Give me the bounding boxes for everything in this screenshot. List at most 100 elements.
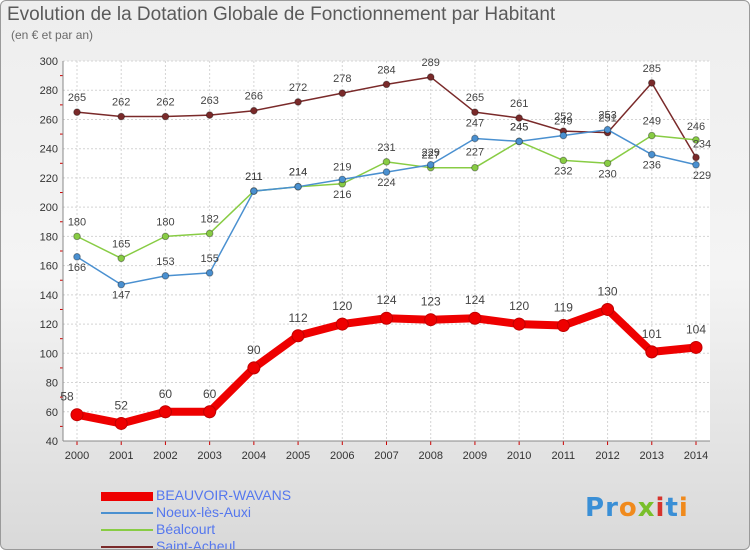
y-tick-label: 120 xyxy=(40,319,58,331)
data-label: 263 xyxy=(200,95,218,107)
data-label: 229 xyxy=(422,147,440,159)
data-label: 249 xyxy=(554,116,572,128)
data-label: 124 xyxy=(465,293,485,307)
data-point xyxy=(117,280,126,289)
logo-letter: P xyxy=(585,493,606,523)
logo-letter: t xyxy=(665,493,679,523)
logo-letter: i xyxy=(655,493,666,523)
data-label: 165 xyxy=(112,238,130,250)
data-point xyxy=(559,156,568,165)
data-label: 232 xyxy=(554,165,572,177)
data-label: 60 xyxy=(203,387,217,401)
y-tick-label: 80 xyxy=(46,378,58,390)
data-point xyxy=(689,340,703,354)
data-label: 123 xyxy=(421,295,441,309)
data-point xyxy=(471,163,479,172)
data-point xyxy=(158,405,172,419)
data-label: 214 xyxy=(289,167,307,179)
data-point xyxy=(382,158,391,166)
data-label: 211 xyxy=(245,171,263,183)
x-tick-label: 2003 xyxy=(197,450,221,462)
data-point xyxy=(335,317,349,331)
data-point xyxy=(692,136,700,144)
chart-title: Evolution de la Dotation Globale de Fonc… xyxy=(7,4,556,25)
legend-label: Noeux-lès-Auxi xyxy=(156,504,251,520)
data-point xyxy=(338,89,347,97)
data-label: 272 xyxy=(289,82,307,94)
x-tick-label: 2004 xyxy=(242,450,266,462)
data-label: 166 xyxy=(68,262,86,274)
x-tick-label: 2007 xyxy=(374,450,398,462)
legend-swatch xyxy=(101,491,153,501)
axes: 40 60 80 100 120 140 160 180 200 220 240 260 280 300 2… xyxy=(40,56,710,462)
data-point xyxy=(424,313,438,327)
data-label: 265 xyxy=(68,92,86,104)
data-label: 261 xyxy=(510,98,528,110)
data-label: 236 xyxy=(643,160,661,172)
data-point xyxy=(73,232,81,241)
data-label: 262 xyxy=(156,97,174,109)
data-label: 265 xyxy=(466,92,484,104)
legend-swatch xyxy=(101,512,153,514)
data-label: 180 xyxy=(68,216,86,228)
legend-label: Saint-Acheul xyxy=(156,538,236,550)
y-tick-label: 240 xyxy=(40,144,58,156)
legend-swatch xyxy=(101,529,153,531)
x-tick-label: 2006 xyxy=(330,450,354,462)
data-point xyxy=(426,73,435,81)
data-point xyxy=(471,108,479,116)
series xyxy=(70,73,703,430)
grid xyxy=(63,60,710,442)
data-label: 216 xyxy=(333,189,351,201)
data-label: 155 xyxy=(200,253,218,265)
data-label: 52 xyxy=(115,398,129,412)
data-label: 104 xyxy=(686,322,706,336)
x-tick-label: 2002 xyxy=(153,450,177,462)
data-label: 245 xyxy=(510,121,528,133)
logo-letter: x xyxy=(637,493,656,523)
data-point xyxy=(471,134,479,143)
data-point xyxy=(205,269,214,277)
data-label: 262 xyxy=(112,97,130,109)
data-point xyxy=(161,232,170,241)
y-tick-label: 160 xyxy=(40,261,58,273)
data-label: 266 xyxy=(245,91,263,103)
x-tick-label: 2005 xyxy=(286,450,310,462)
data-label: 101 xyxy=(642,327,662,341)
data-label: 245 xyxy=(510,121,528,133)
data-point xyxy=(250,187,258,195)
logo-letter: r xyxy=(605,493,619,523)
data-label: 182 xyxy=(200,213,218,225)
legend-label: BEAUVOIR-WAVANS xyxy=(156,487,292,503)
data-point xyxy=(294,182,302,191)
legend-label: Béalcourt xyxy=(156,521,216,537)
logo-letter: o xyxy=(618,493,638,523)
data-point xyxy=(647,131,656,140)
data-point xyxy=(468,311,482,325)
data-point xyxy=(426,160,435,169)
data-label: 153 xyxy=(156,256,174,268)
x-tick-label: 2011 xyxy=(552,450,576,462)
data-point xyxy=(205,111,214,119)
x-tick-label: 2014 xyxy=(684,450,708,462)
y-tick-label: 300 xyxy=(40,56,58,68)
x-tick-label: 2000 xyxy=(65,450,89,462)
data-point xyxy=(559,131,568,140)
data-label: 230 xyxy=(598,168,616,180)
data-point xyxy=(603,125,612,134)
data-label: 289 xyxy=(422,57,440,69)
data-label: 231 xyxy=(377,142,395,154)
y-tick-label: 260 xyxy=(40,114,58,126)
data-label: 234 xyxy=(693,138,711,150)
data-point xyxy=(601,302,615,316)
data-point xyxy=(556,319,570,333)
logo-letter: i xyxy=(678,493,689,523)
data-label: 224 xyxy=(377,177,395,189)
data-label: 214 xyxy=(289,167,307,179)
data-label: 251 xyxy=(598,113,616,125)
data-label: 147 xyxy=(112,290,130,302)
data-point xyxy=(73,108,81,116)
data-point xyxy=(647,79,656,87)
